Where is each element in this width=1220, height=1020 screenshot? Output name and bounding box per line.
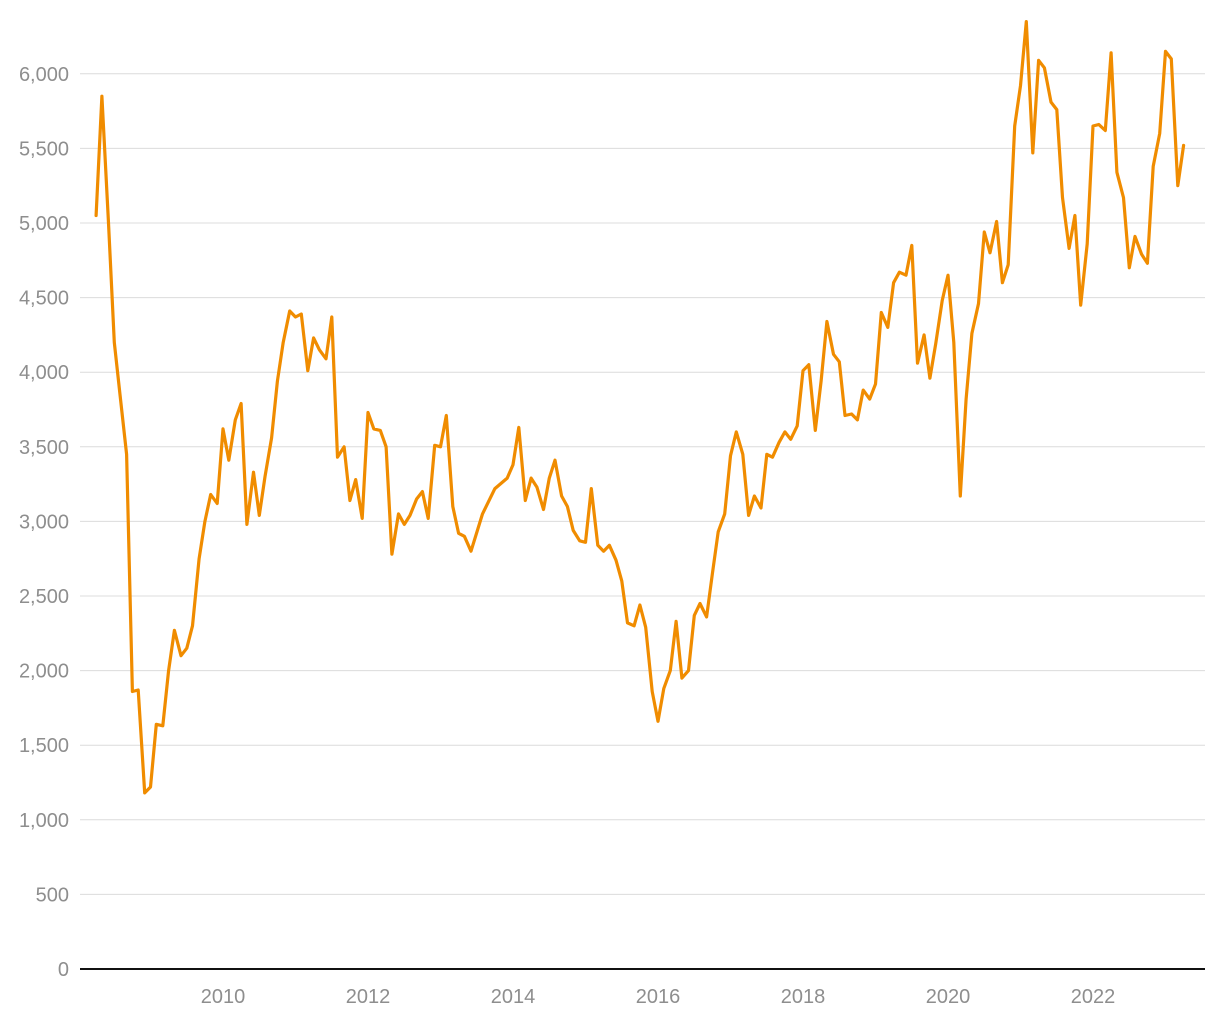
- x-tick-label: 2014: [491, 986, 536, 1008]
- y-tick-label: 1,000: [19, 810, 69, 832]
- y-tick-label: 2,500: [19, 586, 69, 608]
- y-tick-label: 3,500: [19, 437, 69, 459]
- y-tick-label: 6,000: [19, 64, 69, 86]
- y-tick-label: 5,000: [19, 213, 69, 235]
- x-tick-label: 2018: [781, 986, 826, 1008]
- series-layer: [94, 20, 1186, 795]
- y-tick-label: 3,000: [19, 511, 69, 533]
- y-tick-label: 500: [36, 884, 69, 906]
- y-tick-label: 0: [58, 959, 69, 981]
- x-tick-label: 2016: [636, 986, 681, 1008]
- series-line-0: [94, 20, 1186, 795]
- gridlines: [80, 73, 1205, 895]
- y-tick-label: 1,500: [19, 735, 69, 757]
- y-tick-label: 2,000: [19, 661, 69, 683]
- x-tick-label: 2020: [926, 986, 971, 1008]
- x-axis-tick-labels: 2010 2012 2014 2016 2018 2020 2022: [201, 986, 1116, 1008]
- y-tick-label: 4,500: [19, 288, 69, 310]
- y-tick-label: 5,500: [19, 138, 69, 160]
- y-axis-tick-labels: 0 500 1,000 1,500 2,000 2,500 3,000 3,500 4,000 4…: [19, 64, 69, 981]
- y-tick-label: 4,000: [19, 362, 69, 384]
- x-tick-label: 2010: [201, 986, 246, 1008]
- x-tick-label: 2012: [346, 986, 391, 1008]
- x-tick-label: 2022: [1071, 986, 1116, 1008]
